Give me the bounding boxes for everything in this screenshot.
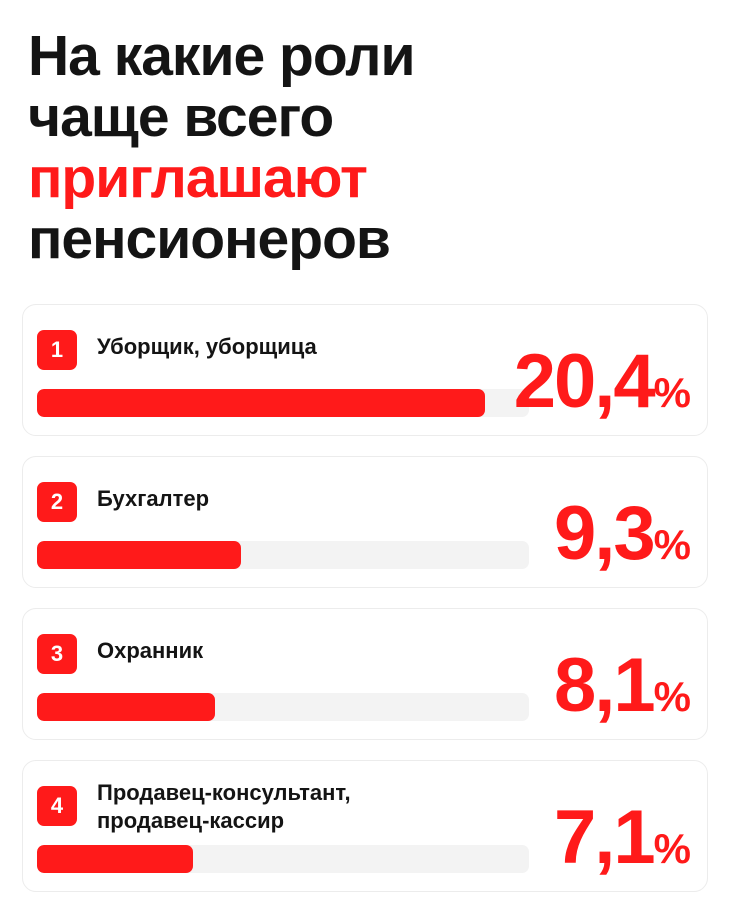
bar-track (37, 389, 529, 417)
percent-number: 9,3 (553, 491, 656, 576)
role-label-line: Охранник (97, 638, 204, 663)
bar-track (37, 845, 529, 873)
bar-fill (37, 845, 193, 873)
ranking-card-1: 1 Уборщик, уборщица 20,4% (22, 304, 708, 436)
ranking-card-4: 4 Продавец-консультант, продавец-кассир … (22, 760, 708, 892)
bar-track (37, 541, 529, 569)
bar-fill (37, 541, 241, 569)
role-label-line: Продавец-консультант, (97, 780, 351, 805)
role-label-line: продавец-кассир (97, 808, 285, 833)
role-label: Охранник (97, 637, 203, 665)
percent-sign: % (653, 521, 691, 568)
bar-fill (37, 693, 215, 721)
title-line-3-accent: приглашают (28, 146, 368, 210)
percent-value: 8,1% (554, 647, 691, 746)
title-line-2: чаще всего (28, 85, 334, 149)
role-label-line: Бухгалтер (97, 486, 210, 511)
percent-number: 7,1 (553, 795, 656, 880)
role-label: Бухгалтер (97, 485, 209, 513)
percent-sign: % (653, 369, 691, 416)
percent-sign: % (653, 825, 691, 872)
bar-fill (37, 389, 485, 417)
percent-value: 7,1% (554, 799, 691, 898)
rank-badge: 3 (37, 634, 77, 674)
ranking-list: 1 Уборщик, уборщица 20,4% 2 Бухгалтер 9,… (22, 304, 708, 911)
rank-badge: 4 (37, 786, 77, 826)
ranking-card-3: 3 Охранник 8,1% (22, 608, 708, 740)
role-label-line: Уборщик, уборщица (97, 334, 317, 359)
percent-number: 8,1 (553, 643, 656, 728)
ranking-card-2: 2 Бухгалтер 9,3% (22, 456, 708, 588)
title-line-1: На какие роли (28, 24, 416, 88)
percent-sign: % (653, 673, 691, 720)
rank-badge: 2 (37, 482, 77, 522)
rank-badge: 1 (37, 330, 77, 370)
bar-track (37, 693, 529, 721)
title-line-4: пенсионеров (28, 207, 391, 271)
percent-value: 20,4% (514, 343, 691, 442)
page-title: На какие роли чаще всего приглашают пенс… (28, 24, 416, 271)
percent-number: 20,4 (513, 339, 656, 424)
percent-value: 9,3% (554, 495, 691, 594)
role-label: Уборщик, уборщица (97, 333, 317, 361)
role-label: Продавец-консультант, продавец-кассир (97, 779, 351, 835)
